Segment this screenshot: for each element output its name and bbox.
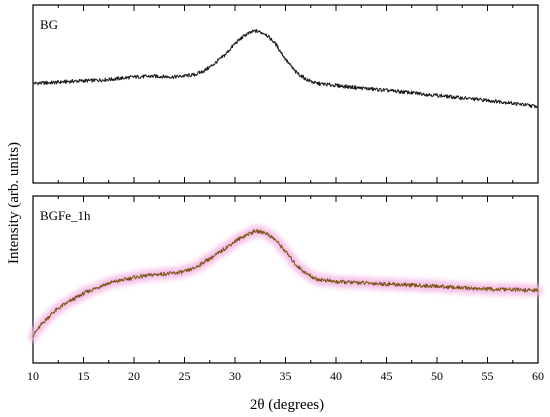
x-tick-label: 20 — [128, 369, 140, 383]
x-tick-label: 50 — [431, 369, 443, 383]
x-tick-label: 60 — [532, 369, 544, 383]
x-tick-label: 45 — [381, 369, 393, 383]
x-tick-label: 30 — [229, 369, 241, 383]
panel-label: BGFe_1h — [40, 208, 91, 223]
panel-frame — [32, 4, 539, 184]
panel-2: BGFe_1h — [28, 195, 543, 364]
series-line-BG — [32, 29, 539, 109]
x-axis-label: 2θ (degrees) — [250, 397, 324, 413]
x-tick-label: 55 — [482, 369, 494, 383]
x-tick-label: 35 — [280, 369, 292, 383]
panels-layer: BG BGFe_1h 10 15 20 25 30 35 40 45 50 55 60 — [27, 4, 544, 383]
y-axis-label: Intensity (arb. units) — [6, 142, 22, 264]
panel-1: BG — [32, 4, 539, 184]
x-tick-label: 25 — [179, 369, 191, 383]
series-line-BGFe_1h — [32, 229, 539, 338]
x-tick-label: 10 — [27, 369, 39, 383]
x-tick-label: 40 — [330, 369, 342, 383]
panel-label: BG — [40, 17, 58, 32]
x-tick-label: 15 — [78, 369, 90, 383]
